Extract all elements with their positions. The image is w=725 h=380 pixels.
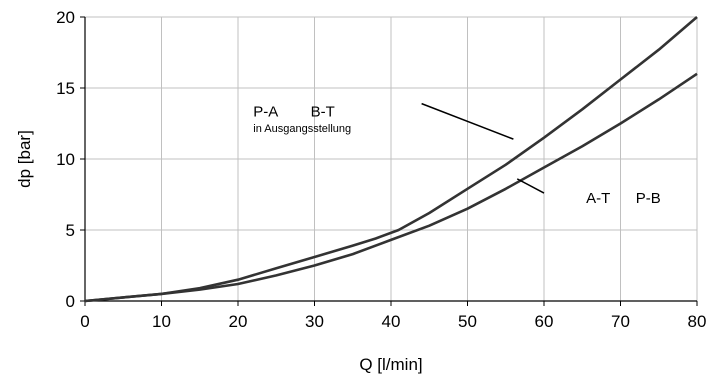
leader-line-0 bbox=[421, 102, 514, 140]
y-tick-label-2: 10 bbox=[56, 150, 75, 169]
leader-lines bbox=[421, 102, 545, 194]
x-axis-label: Q [l/min] bbox=[359, 355, 422, 374]
leader-line-1 bbox=[516, 178, 545, 194]
y-tick-label-0: 0 bbox=[66, 292, 75, 311]
y-tick-label-4: 20 bbox=[56, 8, 75, 27]
x-tick-label-0: 0 bbox=[80, 312, 89, 331]
grid bbox=[85, 16, 698, 301]
y-tick-label-1: 5 bbox=[66, 221, 75, 240]
annotation-2: in Ausgangsstellung bbox=[253, 123, 351, 135]
x-tick-label-4: 40 bbox=[382, 312, 401, 331]
annotations: P-A B-T in Ausgangsstellung A-T P-B bbox=[253, 103, 661, 207]
series-lines bbox=[84, 16, 698, 303]
y-tick-labels: 0 5 10 15 20 bbox=[56, 8, 85, 311]
x-tick-label-6: 60 bbox=[535, 312, 554, 331]
annotation-4: P-B bbox=[636, 190, 661, 207]
y-axis-label: dp [bar] bbox=[15, 130, 34, 188]
series-line-1 bbox=[84, 72, 698, 303]
x-tick-label-2: 20 bbox=[229, 312, 248, 331]
x-tick-label-3: 30 bbox=[305, 312, 324, 331]
x-tick-label-5: 50 bbox=[458, 312, 477, 331]
y-tick-label-3: 15 bbox=[56, 79, 75, 98]
annotation-1: B-T bbox=[311, 103, 335, 120]
x-tick-label-7: 70 bbox=[611, 312, 630, 331]
x-tick-label-8: 80 bbox=[688, 312, 707, 331]
annotation-0: P-A bbox=[253, 103, 278, 120]
annotation-3: A-T bbox=[586, 190, 610, 207]
x-tick-labels: 0 10 20 30 40 50 60 70 80 bbox=[80, 301, 706, 331]
x-tick-label-1: 10 bbox=[152, 312, 171, 331]
